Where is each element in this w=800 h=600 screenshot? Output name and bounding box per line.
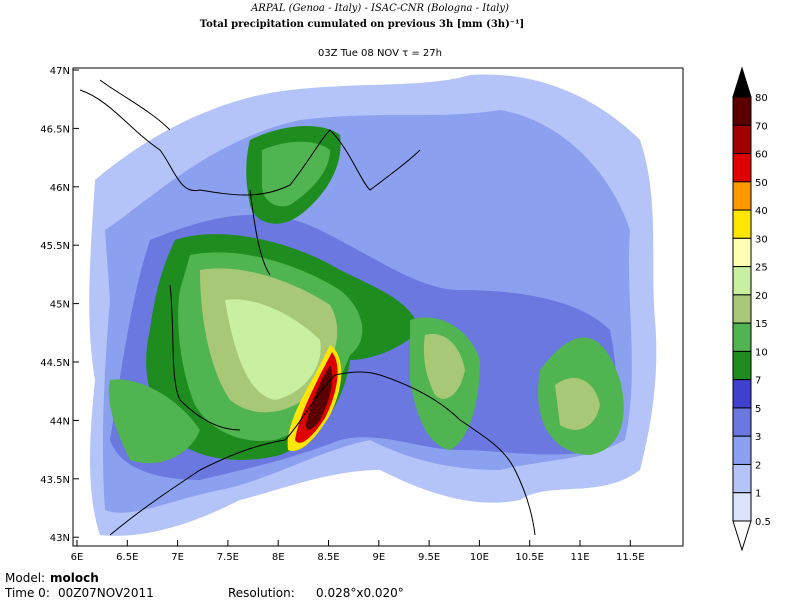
agencies: ARPAL (Genoa - Italy) - ISAC-CNR (Bologn… [250, 3, 509, 14]
lat-label: 43.5N [40, 475, 70, 486]
lat-label: 45.5N [40, 241, 70, 252]
colorbar-label: 70 [755, 121, 768, 132]
colorbar-label: 25 [755, 263, 768, 274]
lon-label: 10E [470, 552, 489, 563]
colorbar-box [732, 294, 752, 324]
lat-label: 46.5N [40, 124, 70, 135]
colorbar-box [732, 237, 752, 268]
colorbar-over [732, 66, 752, 98]
colorbar-label: 30 [755, 234, 768, 245]
resolution-label: Resolution: [228, 586, 295, 600]
colorbar-under [732, 520, 752, 552]
lat-label: 44N [50, 416, 70, 427]
lon-label: 10.5E [515, 552, 544, 563]
time: 00Z07NOV2011 [58, 586, 154, 600]
colorbar-label: 50 [755, 178, 768, 189]
lat-label: 43N [50, 533, 70, 544]
lon-label: 7E [171, 552, 184, 563]
lat-label: 44.5N [40, 358, 70, 369]
colorbar-box [732, 96, 752, 126]
colorbar-label: 5 [755, 404, 761, 415]
map-frame [72, 67, 684, 547]
colorbar-box [732, 463, 752, 494]
coastlines [79, 79, 536, 536]
colorbar-box [732, 266, 752, 296]
lon-label: 9.5E [418, 552, 440, 563]
resolution: 0.028°x0.020° [316, 586, 404, 600]
time-label: Time 0: [4, 586, 50, 600]
colorbar-label: 7 [755, 376, 761, 387]
lon-label: 8.5E [317, 552, 339, 563]
colorbar-label: 3 [755, 432, 761, 443]
lat-label: 45N [50, 300, 70, 311]
colorbar-box [732, 492, 752, 522]
lat-label: 46N [50, 183, 70, 194]
lon-label: 9E [372, 552, 385, 563]
colorbar-box [732, 209, 752, 239]
colorbar-box [732, 435, 752, 465]
precip-field [73, 68, 683, 546]
colorbar-box [732, 379, 752, 409]
colorbar-box [732, 350, 752, 381]
lon-label: 11.5E [616, 552, 645, 563]
lon-label: 11E [570, 552, 589, 563]
lon-label: 6E [71, 552, 84, 563]
subtitle: 03Z Tue 08 NOV τ = 27h [318, 48, 442, 59]
colorbar-label: 10 [755, 347, 768, 358]
colorbar-box [732, 407, 752, 437]
colorbar-label: 2 [755, 460, 761, 471]
colorbar-label: 0.5 [755, 517, 771, 528]
colorbar-label: 1 [755, 489, 761, 500]
colorbar-label: 40 [755, 206, 768, 217]
colorbar-label: 20 [755, 291, 768, 302]
lon-label: 6.5E [116, 552, 138, 563]
colorbar-box [732, 124, 752, 155]
model: moloch [50, 571, 99, 585]
lat-label: 47N [50, 66, 70, 77]
colorbar-box [732, 153, 752, 183]
colorbar-label: 80 [755, 93, 768, 104]
colorbar-label: 15 [755, 319, 768, 330]
lon-label: 7.5E [217, 552, 239, 563]
model-label: Model: [5, 571, 45, 585]
title: Total precipitation cumulated on previou… [200, 19, 524, 30]
colorbar-box [732, 181, 752, 211]
lon-label: 8E [272, 552, 285, 563]
colorbar-box [732, 322, 752, 352]
colorbar-label: 60 [755, 150, 768, 161]
